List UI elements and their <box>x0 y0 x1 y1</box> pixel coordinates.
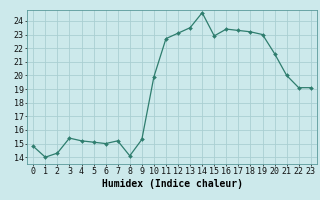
X-axis label: Humidex (Indice chaleur): Humidex (Indice chaleur) <box>101 179 243 189</box>
